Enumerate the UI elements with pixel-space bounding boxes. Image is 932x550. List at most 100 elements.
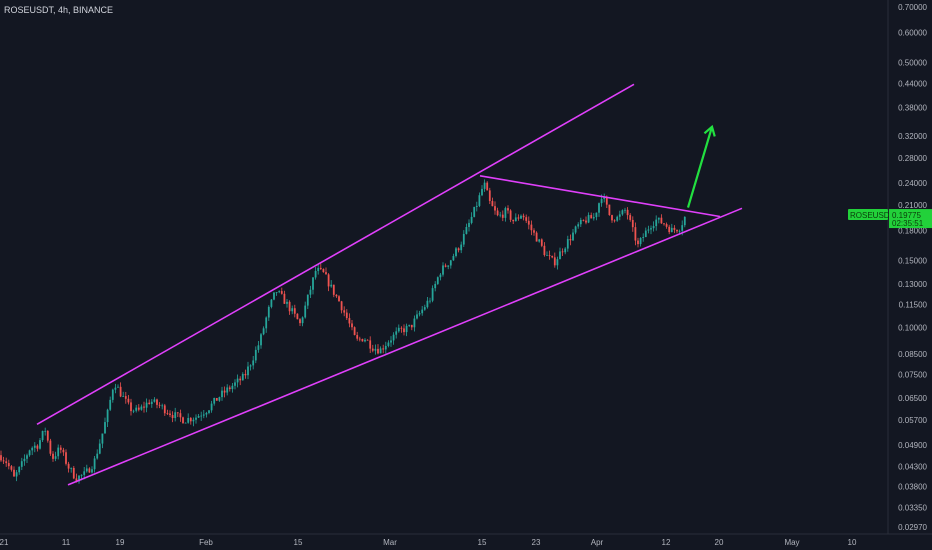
candle-body: [538, 239, 541, 242]
candle-body: [551, 255, 554, 258]
candle-body: [254, 349, 257, 361]
candle-body: [78, 475, 80, 482]
candle-body: [174, 412, 177, 419]
x-tick-label: Apr: [591, 538, 604, 547]
candle-body: [512, 219, 515, 222]
x-tick-label: 21: [0, 538, 9, 547]
candle-body: [514, 217, 517, 222]
drawings-layer[interactable]: [36, 83, 743, 486]
candle-body: [91, 469, 93, 473]
candle-body: [335, 294, 338, 297]
candle-body: [234, 382, 236, 386]
candle-body: [28, 450, 31, 456]
y-tick-label: 0.03800: [898, 483, 927, 492]
candle-body: [200, 415, 203, 417]
price-axis[interactable]: 0.70000 0.60000 0.50000 0.44000 0.38000 0.320…: [898, 3, 927, 532]
candle-body: [57, 447, 60, 457]
x-tick-label: 20: [715, 538, 724, 547]
candle-body: [247, 366, 249, 376]
candle-body: [509, 210, 512, 220]
candle-body: [410, 324, 413, 328]
candle-body: [26, 455, 28, 459]
candle-body: [106, 409, 109, 423]
candle-body: [124, 396, 127, 399]
candle-body: [153, 399, 156, 402]
candle-body: [135, 407, 138, 411]
candle-body: [143, 406, 145, 408]
candle-body: [114, 387, 117, 390]
candle-body: [343, 310, 346, 313]
candle-body: [192, 419, 195, 422]
candle-body: [452, 256, 455, 261]
candle-body: [148, 402, 151, 404]
candle-body: [338, 296, 340, 302]
breakout-arrow: [686, 126, 714, 208]
candle-body: [626, 209, 629, 216]
candle-body: [431, 288, 434, 301]
candle-body: [358, 338, 361, 340]
candle-body: [577, 224, 580, 227]
y-tick-label: 0.50000: [898, 58, 927, 67]
candle-body: [559, 251, 561, 260]
candle-body: [317, 267, 320, 271]
candle-body: [642, 237, 645, 239]
candle-body: [663, 223, 665, 225]
candle-body: [109, 399, 112, 410]
candle-body: [137, 407, 140, 410]
candle-body: [665, 224, 668, 227]
candle-body: [208, 410, 210, 413]
candle-body: [481, 188, 483, 196]
candle-body: [647, 229, 650, 231]
candle-body: [202, 414, 205, 416]
candle-body: [683, 216, 686, 226]
x-tick-label: Mar: [383, 538, 397, 547]
candle-body: [46, 430, 49, 441]
y-tick-label: 0.11500: [899, 300, 928, 309]
candle-body: [652, 226, 655, 229]
time-axis[interactable]: 21 11 19 Feb 15 Mar 15 23 Apr 12 20 May 10: [0, 538, 857, 547]
candle-body: [119, 386, 122, 397]
candle-body: [444, 265, 447, 267]
y-tick-label: 0.10000: [898, 323, 927, 332]
candle-body: [483, 182, 486, 189]
candle-body: [275, 292, 278, 293]
candle-body: [171, 415, 174, 419]
candle-body: [374, 348, 377, 351]
candle-body: [306, 294, 309, 306]
candle-body: [608, 204, 611, 216]
candle-body: [260, 334, 262, 346]
candle-body: [447, 265, 450, 267]
candle-body: [257, 345, 260, 350]
candle-body: [676, 229, 678, 232]
candle-body: [104, 422, 106, 434]
y-tick-label: 0.60000: [898, 28, 927, 37]
candle-body: [288, 301, 291, 312]
y-tick-label: 0.07500: [898, 371, 927, 380]
candle-body: [312, 277, 314, 290]
candle-body: [223, 390, 226, 393]
y-tick-label: 0.38000: [898, 103, 927, 112]
candle-body: [176, 412, 179, 414]
candle-body: [70, 467, 73, 469]
candle-body: [517, 217, 520, 219]
x-tick-label: 15: [294, 538, 303, 547]
candle-body: [423, 307, 426, 310]
candle-body: [195, 417, 197, 420]
candle-body: [377, 348, 379, 354]
candle-body: [390, 340, 392, 343]
candle-body: [618, 214, 621, 217]
candle-body: [455, 248, 457, 257]
x-tick-label: 10: [848, 538, 857, 547]
y-tick-label: 0.05700: [898, 416, 927, 425]
candle-body: [59, 447, 62, 450]
candle-body: [595, 212, 598, 218]
candle-body: [613, 220, 616, 222]
candle-body: [340, 301, 343, 311]
candle-body: [140, 406, 143, 410]
candle-body: [434, 283, 437, 289]
candle-body: [475, 205, 478, 207]
candle-body: [189, 418, 192, 422]
candle-body: [330, 284, 333, 287]
